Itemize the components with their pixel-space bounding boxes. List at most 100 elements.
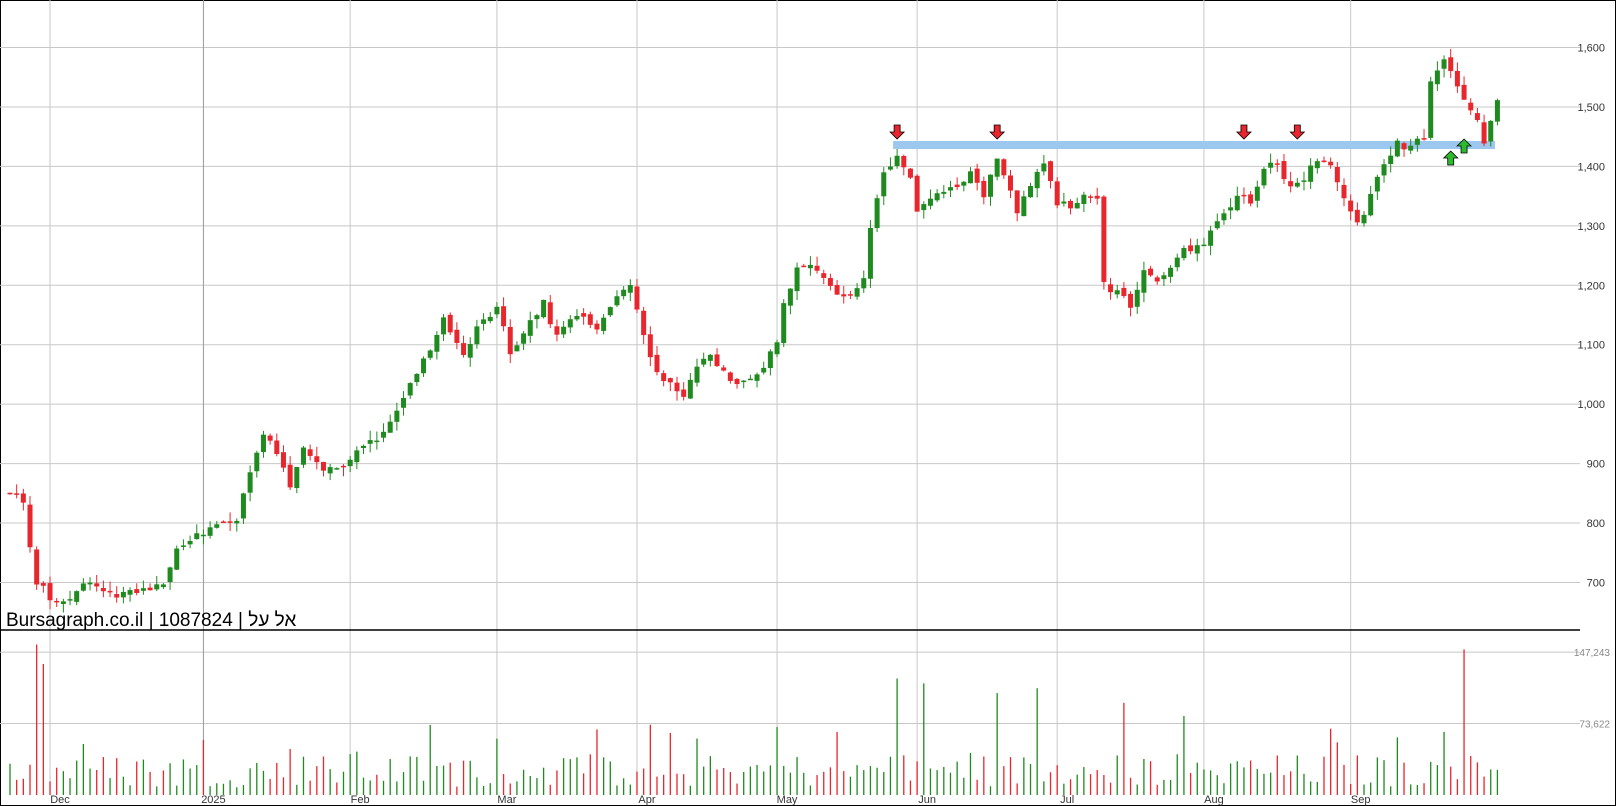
candle-body (647, 334, 653, 358)
candle-body (514, 345, 520, 352)
candle-body (1254, 186, 1260, 201)
candle-body (741, 380, 747, 383)
date-tick-label: Dec (50, 794, 70, 806)
candle-body (1394, 140, 1400, 157)
candle-body (761, 367, 767, 373)
resistance-band (893, 141, 1495, 150)
candle-body (354, 450, 360, 463)
candle-body (367, 440, 373, 444)
candle-body (227, 521, 233, 523)
candle-body (534, 315, 540, 320)
price-tick-label: 800 (1587, 518, 1605, 530)
date-tick-label: Mar (497, 794, 516, 806)
candle-body (27, 504, 33, 548)
candle-body (607, 307, 613, 316)
candle-body (307, 449, 313, 456)
watermark-text: Bursagraph.co.il | 1087824 | אל על (6, 610, 296, 631)
candle-body (200, 534, 206, 537)
candle-body (774, 342, 780, 355)
candle-body (114, 594, 120, 598)
candle-body (421, 358, 427, 374)
price-tick-label: 700 (1587, 577, 1605, 589)
price-tick-label: 1,600 (1577, 43, 1605, 55)
candle-body (407, 383, 413, 396)
candle-body (1374, 176, 1380, 192)
candle-body (954, 184, 960, 188)
candle-body (1041, 163, 1047, 172)
candle-body (1174, 257, 1180, 268)
candle-body (994, 158, 1000, 177)
candle-body (1128, 293, 1134, 308)
candle-body (334, 468, 340, 470)
candle-body (801, 265, 807, 268)
candle-body (894, 155, 900, 166)
candle-body (681, 389, 687, 397)
candle-body (401, 398, 407, 408)
candle-body (300, 447, 306, 465)
candle-body (987, 174, 993, 197)
candle-body (1421, 138, 1427, 140)
candle-body (1281, 161, 1287, 180)
candle-body (1008, 175, 1013, 191)
date-tick-label: 2025 (201, 794, 225, 806)
candle-body (87, 582, 93, 585)
candle-body (641, 310, 647, 336)
candle-body (47, 583, 53, 601)
candle-body (481, 319, 487, 324)
volume-bars (9, 644, 1499, 795)
candle-body (1454, 70, 1460, 87)
candle-body (927, 198, 933, 206)
candle-body (1074, 202, 1080, 209)
candle-body (867, 227, 873, 279)
candle-body (747, 378, 753, 381)
date-tick-label: Jun (918, 794, 936, 806)
candle-body (294, 467, 300, 488)
candle-body (734, 378, 740, 385)
candle-body (581, 313, 587, 317)
candle-body (1141, 270, 1147, 293)
signal-arrows (889, 124, 1473, 166)
candle-body (174, 548, 180, 570)
candle-body (1461, 84, 1467, 100)
candle-body (34, 549, 40, 585)
candle-body (240, 493, 246, 519)
candle-body (1161, 275, 1167, 280)
candle-body (474, 326, 480, 345)
candle-body (14, 493, 20, 495)
candle-body (874, 198, 880, 229)
candle-body (1241, 194, 1247, 197)
candle-body (1054, 181, 1060, 206)
candle-body (1234, 195, 1240, 211)
candle-body (567, 319, 573, 328)
candle-body (614, 296, 620, 306)
candle-body (120, 591, 126, 598)
candle-body (1114, 290, 1120, 295)
candle-body (1068, 200, 1074, 209)
candle-body (787, 288, 793, 306)
signal-down-arrow (1289, 124, 1306, 140)
signal-down-arrow (989, 124, 1006, 140)
candle-body (1061, 201, 1067, 204)
candle-body (1134, 289, 1140, 307)
candle-body (1028, 186, 1034, 198)
candle-body (1408, 145, 1414, 151)
candle-body (574, 315, 580, 320)
candle-body (127, 590, 133, 595)
candle-body (947, 187, 953, 191)
candle-body (767, 351, 773, 369)
candle-body (974, 168, 980, 183)
signal-up-arrow (1442, 150, 1459, 166)
candle-body (841, 294, 847, 297)
candle-body (781, 303, 787, 343)
candle-body (601, 317, 607, 331)
date-tick-label: Apr (638, 794, 655, 806)
candle-body (827, 278, 833, 286)
candle-body (754, 374, 760, 381)
candle-body (194, 533, 200, 540)
candle-body (847, 294, 853, 296)
candle-body (327, 467, 333, 474)
candle-body (887, 166, 893, 170)
date-axis-labels: Dec 2025 Feb Mar Apr May Jun Jul Aug Sep (50, 794, 1370, 806)
candle-body (461, 343, 467, 355)
